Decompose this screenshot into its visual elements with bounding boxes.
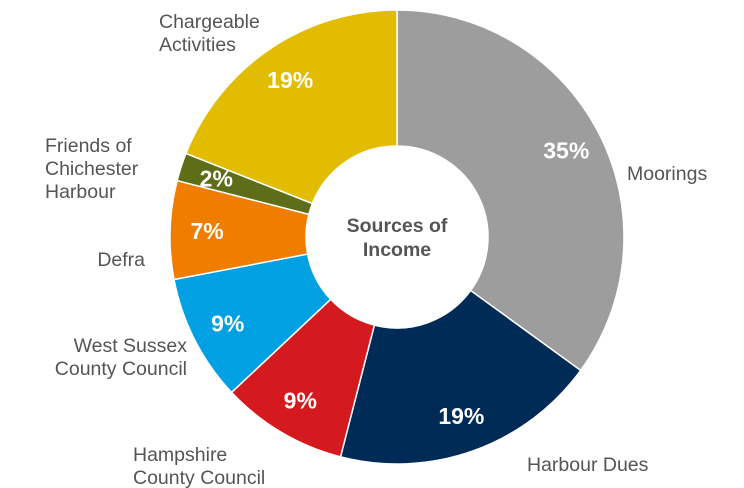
- category-label-line: Chichester: [45, 158, 139, 180]
- percent-label-friends-of-chichester-harbour: 2%: [200, 165, 233, 191]
- category-label-chargeable-activities: Chargeable Activities: [159, 11, 260, 56]
- category-label-line: Activities: [159, 34, 236, 56]
- percent-label-moorings: 35%: [543, 138, 589, 164]
- category-label-line: Harbour: [45, 181, 116, 203]
- percent-labels-group: 35% 19% 9% 9% 7% 2% 19%: [190, 67, 589, 429]
- percent-label-chargeable-activities: 19%: [267, 67, 313, 93]
- category-label-line: Defra: [97, 249, 145, 271]
- category-label-line: Chargeable: [159, 11, 260, 33]
- category-label-hampshire-county-council: Hampshire County Council: [133, 444, 265, 488]
- category-label-west-sussex-county-council: West Sussex County Council: [55, 335, 187, 380]
- category-label-line: West Sussex: [74, 335, 188, 357]
- percent-label-west-sussex-county-council: 9%: [211, 310, 244, 336]
- category-label-moorings: Moorings: [627, 163, 707, 185]
- category-label-defra: Defra: [97, 249, 145, 271]
- category-label-line: Hampshire: [133, 444, 227, 466]
- category-label-harbour-dues: Harbour Dues: [527, 454, 649, 476]
- percent-label-harbour-dues: 19%: [438, 403, 484, 429]
- center-label-line: Sources of: [347, 215, 448, 237]
- category-label-line: County Council: [133, 467, 265, 488]
- center-label: Sources of Income: [347, 215, 448, 261]
- category-label-line: Harbour Dues: [527, 454, 649, 476]
- category-label-line: Moorings: [627, 163, 707, 185]
- category-label-line: County Council: [55, 358, 187, 380]
- slice-moorings: [396, 9, 625, 372]
- center-label-line: Income: [363, 239, 431, 261]
- slice-chargeable-activities: [184, 9, 398, 205]
- slice-harbour-dues: [339, 289, 582, 465]
- category-label-line: Friends of: [45, 135, 132, 157]
- percent-label-hampshire-county-council: 9%: [284, 388, 317, 414]
- percent-label-defra: 7%: [190, 218, 223, 244]
- slices-group: [169, 9, 625, 465]
- category-label-friends-of-chichester-harbour: Friends of Chichester Harbour: [45, 135, 139, 203]
